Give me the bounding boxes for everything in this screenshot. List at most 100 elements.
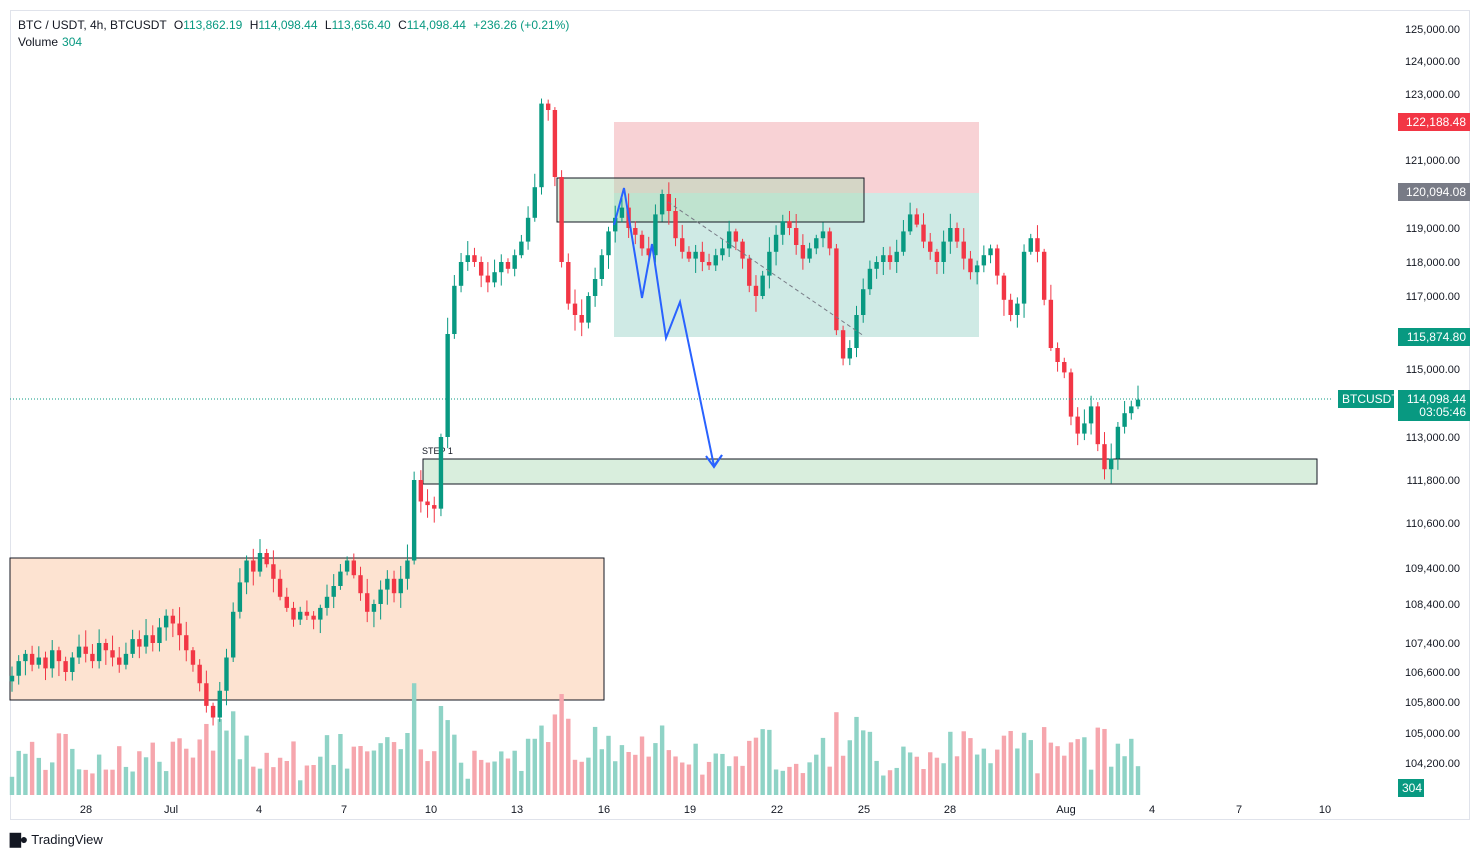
candle-body	[793, 228, 799, 245]
candle-body	[378, 589, 383, 604]
volume-bar	[130, 771, 135, 795]
candle-body	[686, 251, 692, 259]
volume-bar	[974, 754, 980, 795]
volume-bar	[773, 769, 779, 795]
candle-body	[673, 211, 678, 239]
volume-bar	[532, 738, 537, 795]
volume-bar	[150, 742, 155, 795]
volume-bar	[23, 753, 28, 795]
volume-bar	[713, 753, 718, 795]
candle-body	[210, 705, 216, 718]
candle-body	[512, 255, 517, 269]
candle-body	[1055, 348, 1060, 362]
volume-label[interactable]: Volume	[18, 35, 59, 49]
volume-bar	[1055, 746, 1060, 795]
candle-body	[472, 255, 477, 262]
candle-body	[934, 251, 940, 262]
candle-body	[411, 480, 417, 561]
candle-body	[1102, 444, 1107, 470]
candle-body	[633, 228, 638, 235]
candle-body	[840, 330, 846, 359]
brand-name: TradingView	[31, 832, 103, 847]
price-tick-label: 104,200.00	[1405, 758, 1460, 770]
volume-bar	[36, 757, 42, 795]
price-tick-label: 117,000.00	[1406, 291, 1460, 303]
candle-body	[854, 315, 859, 348]
candle-body	[351, 560, 357, 576]
symbol-title[interactable]: BTC / USDT, 4h, BTCUSDT	[18, 18, 167, 32]
volume-bar	[485, 762, 491, 795]
trade-projection-line	[667, 201, 865, 337]
candle-body	[1068, 372, 1074, 417]
time-axis: 28 Jul 4 7 10 13 16 19 22 25 28 Aug 4 7 10	[80, 804, 1331, 816]
volume-bar	[693, 743, 698, 795]
candle-body	[807, 248, 812, 259]
high-label: H	[249, 18, 259, 32]
candle-body	[954, 228, 960, 242]
candle-body	[358, 575, 363, 594]
volume-bar	[673, 756, 678, 795]
tradingview-logo[interactable]: ▇● TradingView	[10, 831, 103, 848]
candle-body	[190, 650, 196, 665]
candle-body	[70, 657, 75, 672]
volume-bar	[1068, 742, 1074, 795]
entry-price-tag: 120,094.08	[1398, 183, 1470, 201]
candle-body	[713, 255, 718, 266]
volume-bar	[720, 753, 725, 795]
volume-bar	[1048, 742, 1054, 795]
orange-range-zone	[9, 557, 605, 701]
target-price-tag: 115,874.80	[1398, 328, 1470, 346]
volume-bar	[780, 770, 785, 795]
volume-bar	[56, 733, 62, 795]
volume-bar	[76, 769, 82, 795]
candle-body	[130, 639, 135, 654]
candle-body	[499, 262, 504, 273]
candle-body	[921, 224, 926, 242]
volume-bar	[1129, 738, 1134, 795]
volume-bar	[304, 765, 310, 795]
volume-bar	[117, 746, 122, 795]
time-tick-label: 10	[425, 804, 437, 816]
volume-bar	[767, 729, 772, 795]
candle-body	[740, 241, 745, 259]
candle-body	[559, 177, 564, 262]
volume-value: 304	[62, 35, 83, 49]
candle-body	[163, 615, 169, 628]
volume-bar	[123, 766, 129, 795]
volume-bar	[318, 756, 323, 795]
price-tick-label: 124,000.00	[1405, 56, 1460, 68]
price-tick-label: 125,000.00	[1405, 24, 1460, 36]
candle-body	[63, 661, 68, 672]
volume-bar	[545, 742, 551, 795]
volume-bar	[525, 738, 531, 795]
candle-body	[646, 248, 651, 256]
price-tick-label: 105,800.00	[1405, 697, 1460, 709]
candle-body	[137, 639, 142, 647]
candle-body	[948, 228, 953, 242]
candle-body	[599, 255, 605, 279]
volume-bar	[981, 748, 987, 795]
candle-body	[706, 262, 712, 266]
symbol-legend: BTC / USDT, 4h, BTCUSDT O113,862.19 H114…	[18, 17, 569, 33]
volume-bar	[1095, 727, 1100, 795]
candle-body	[505, 262, 511, 269]
time-tick-label: Jul	[164, 804, 178, 816]
volume-bar	[787, 766, 792, 795]
candle-body	[760, 275, 765, 296]
volume-bar	[1028, 740, 1033, 795]
projected-path-arrow	[613, 187, 723, 469]
price-tick-label: 110,600.00	[1406, 518, 1460, 530]
volume-bar	[1075, 739, 1080, 795]
candle-body	[157, 627, 162, 643]
time-tick-label: 25	[858, 804, 870, 816]
volume-bar	[1122, 756, 1127, 795]
low-label: L	[324, 18, 332, 32]
volume-bar	[1062, 755, 1067, 795]
candle-body	[733, 231, 739, 242]
candle-body	[251, 560, 256, 572]
volume-bar	[1021, 732, 1027, 795]
candle-body	[264, 553, 269, 565]
volume-bar	[163, 771, 169, 795]
volume-bar	[197, 739, 202, 795]
